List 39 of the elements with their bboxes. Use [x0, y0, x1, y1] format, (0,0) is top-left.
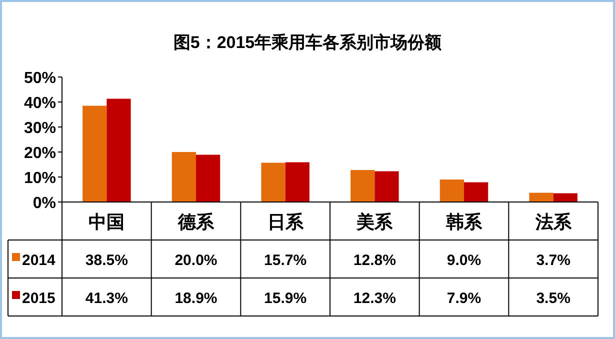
legend-label: 2014: [22, 252, 56, 269]
data-label: 18.9%: [174, 290, 218, 307]
y-tick-label: 20%: [24, 145, 56, 162]
bar: [106, 98, 131, 202]
legend-label: 2015: [22, 290, 56, 307]
y-tick-label: 50%: [24, 70, 56, 87]
data-label: 7.9%: [446, 290, 482, 307]
bar: [529, 192, 554, 202]
data-label: 15.9%: [264, 290, 307, 307]
data-label: 9.0%: [446, 252, 482, 269]
bar: [261, 162, 286, 202]
data-label: 20.0%: [174, 252, 218, 269]
x-tick-label: 美系: [356, 212, 394, 232]
y-tick-label: 40%: [24, 95, 56, 112]
data-label: 12.3%: [353, 290, 396, 307]
x-tick-label: 法系: [534, 212, 572, 232]
x-tick-label: 日系: [267, 212, 304, 232]
data-label: 41.3%: [85, 290, 128, 307]
x-tick-label: 韩系: [445, 212, 483, 232]
bar: [285, 162, 310, 202]
bar: [440, 180, 464, 202]
y-tick-label: 30%: [24, 120, 56, 137]
data-label: 15.7%: [264, 252, 307, 269]
x-tick-label: 中国: [88, 212, 125, 232]
chart-title: 图5：2015年乘用车各系别市场份额: [173, 33, 443, 52]
bar: [82, 106, 107, 202]
bar: [172, 152, 196, 202]
data-label: 38.5%: [85, 252, 128, 269]
bar: [553, 193, 578, 202]
x-tick-label: 德系: [177, 212, 215, 232]
data-label: 3.7%: [536, 252, 570, 269]
bar: [350, 170, 375, 202]
y-tick-label: 0%: [32, 195, 56, 212]
bar: [464, 182, 488, 202]
bar: [374, 171, 399, 202]
y-tick-label: 10%: [24, 170, 56, 187]
data-label: 3.5%: [536, 290, 570, 307]
data-label: 12.8%: [353, 252, 396, 269]
bar: [196, 154, 220, 202]
